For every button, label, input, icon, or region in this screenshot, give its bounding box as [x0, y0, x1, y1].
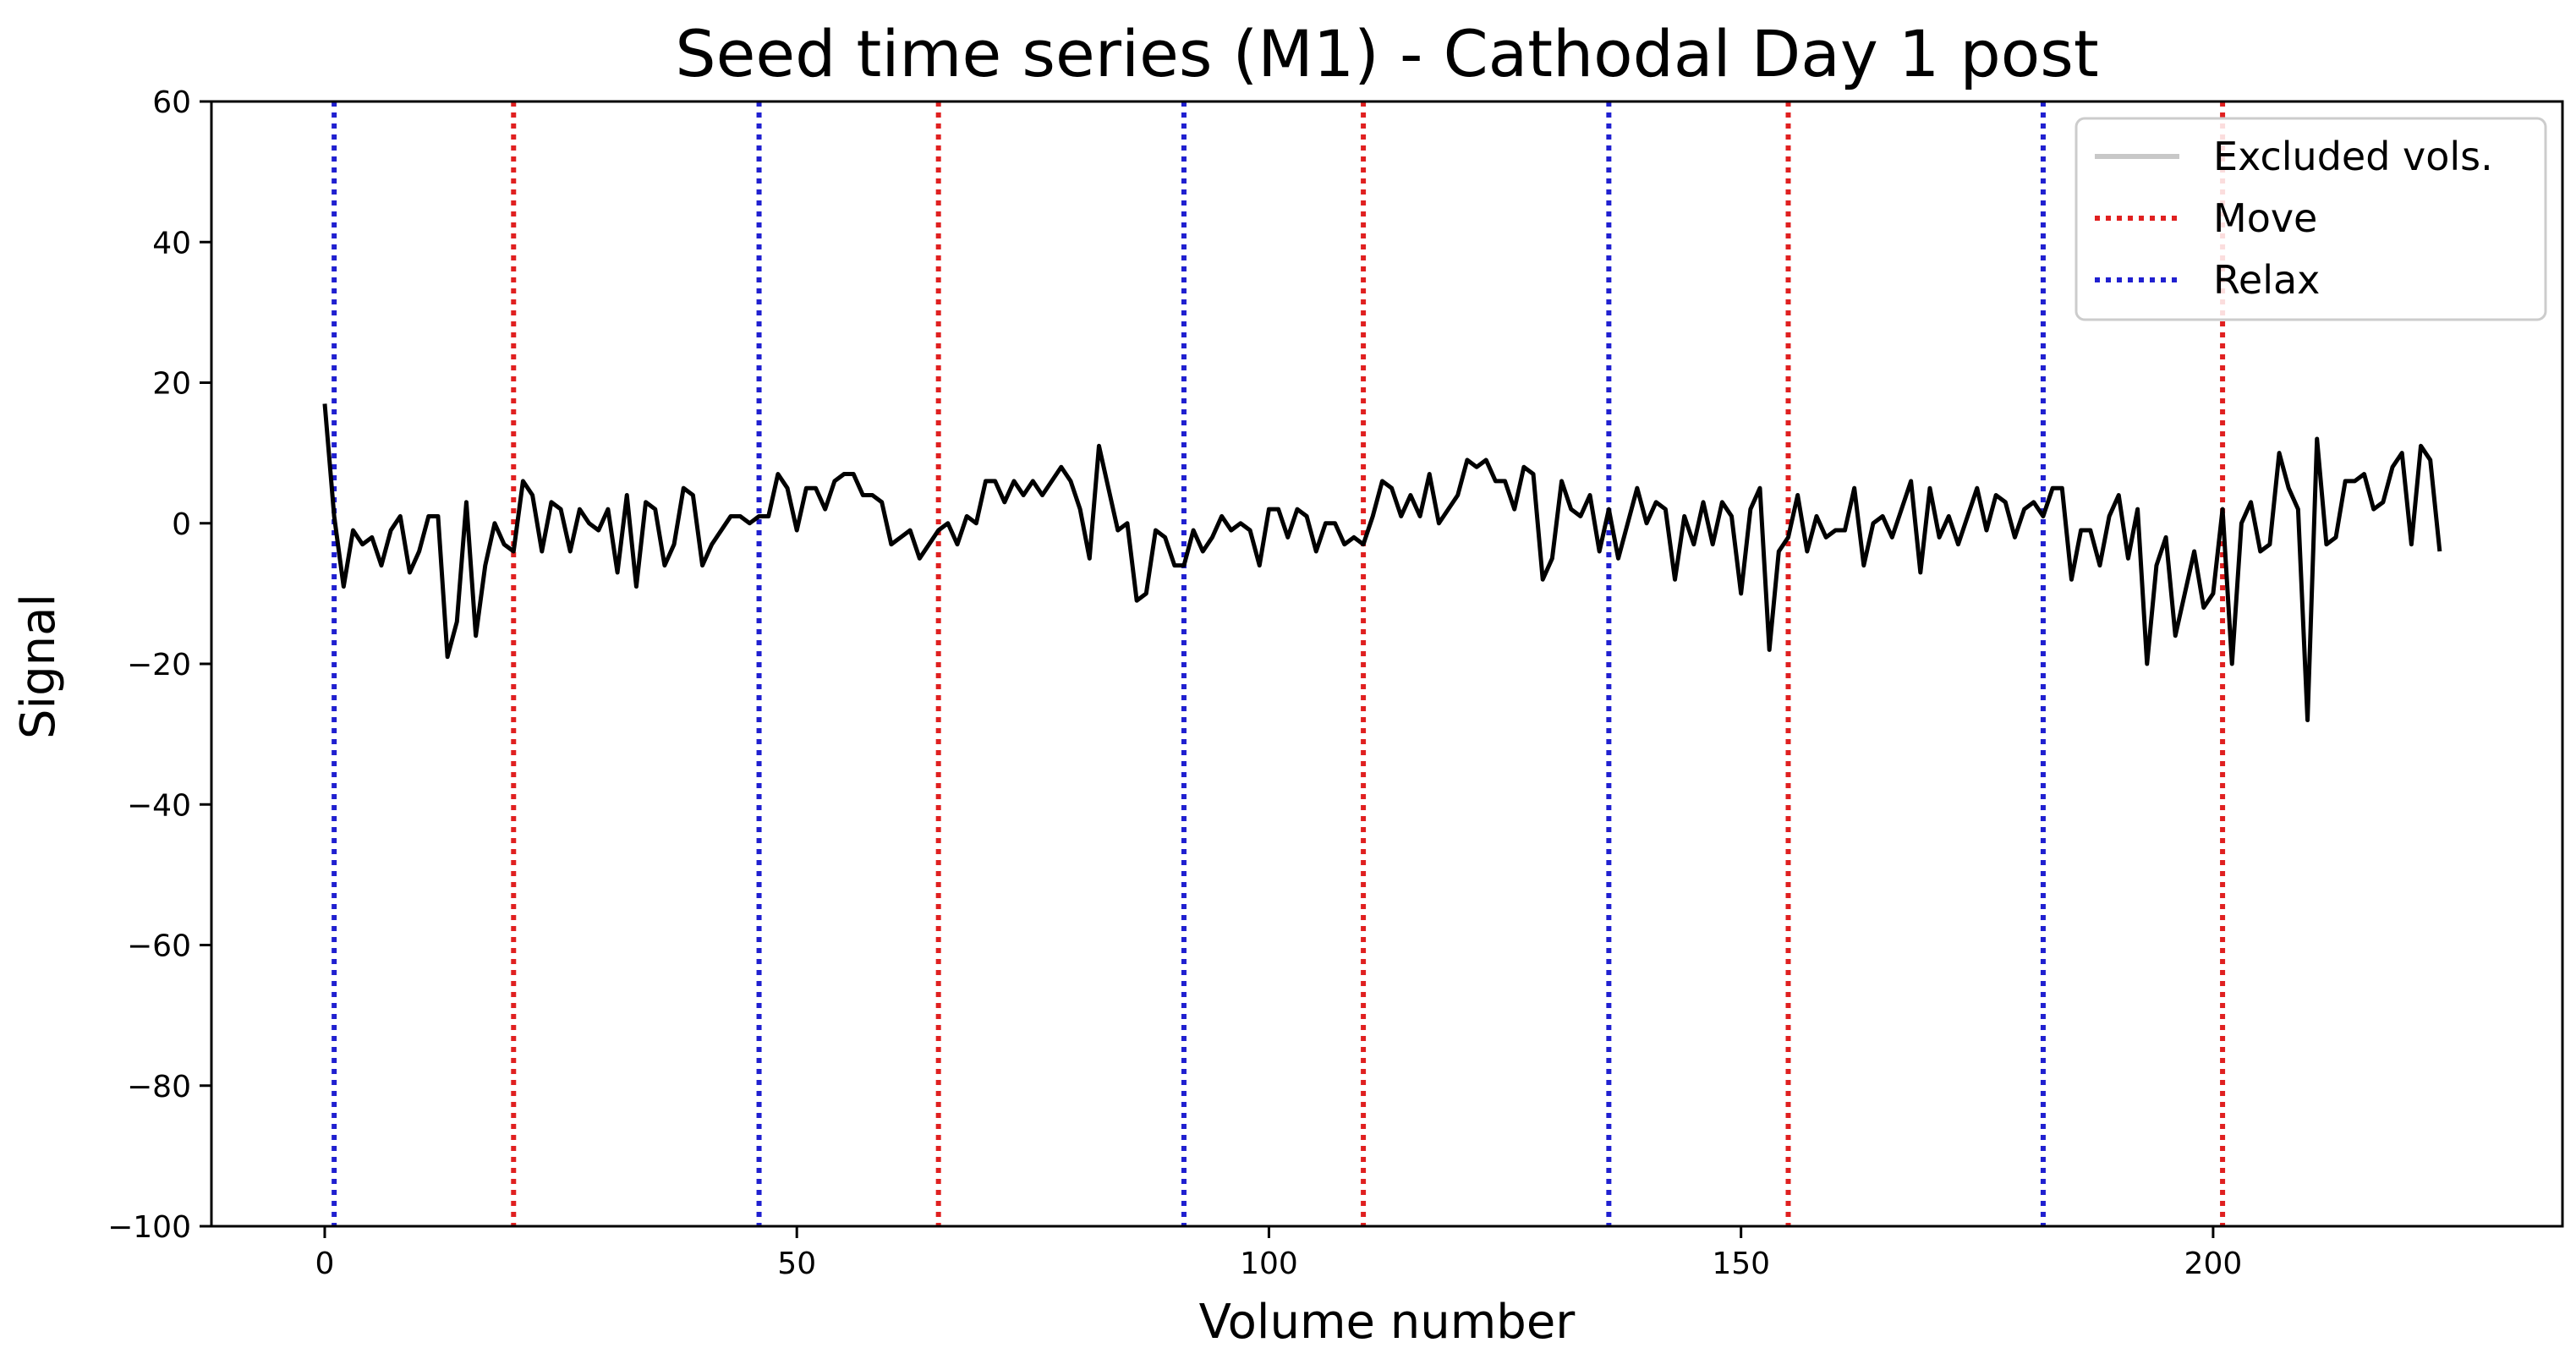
legend-box [2075, 117, 2547, 321]
x-tick-label-4: 200 [2184, 1247, 2243, 1281]
y-tick-label-7: −80 [127, 1070, 191, 1104]
x-tick-label-1: 50 [777, 1247, 816, 1281]
chart-title: Seed time series (M1) - Cathodal Day 1 p… [675, 16, 2098, 91]
legend-label-2: Relax [2213, 257, 2320, 303]
x-tick-label-0: 0 [315, 1247, 335, 1281]
x-axis-label: Volume number [1199, 1295, 1576, 1350]
y-tick-label-6: −60 [127, 929, 191, 964]
x-tick-label-3: 150 [1712, 1247, 1770, 1281]
y-tick-label-0: 60 [152, 85, 191, 120]
title-group: Seed time series (M1) - Cathodal Day 1 p… [675, 16, 2098, 91]
y-tick-label-8: −100 [107, 1210, 191, 1245]
y-tick-label-4: −20 [127, 648, 191, 682]
vertical-markers [332, 101, 2226, 1226]
legend: Excluded vols. Move Relax [2075, 117, 2547, 321]
legend-label-0: Excluded vols. [2213, 134, 2493, 179]
series-line-0 [322, 403, 2442, 722]
y-axis-label: Signal [11, 594, 66, 739]
y-tick-label-2: 20 [152, 367, 191, 402]
y-tick-label-1: 40 [152, 226, 191, 260]
x-tick-label-2: 100 [1240, 1247, 1298, 1281]
series-group [322, 403, 2442, 722]
y-tick-label-3: 0 [172, 507, 191, 542]
y-tick-label-5: −40 [127, 788, 191, 823]
legend-label-1: Move [2213, 195, 2317, 241]
